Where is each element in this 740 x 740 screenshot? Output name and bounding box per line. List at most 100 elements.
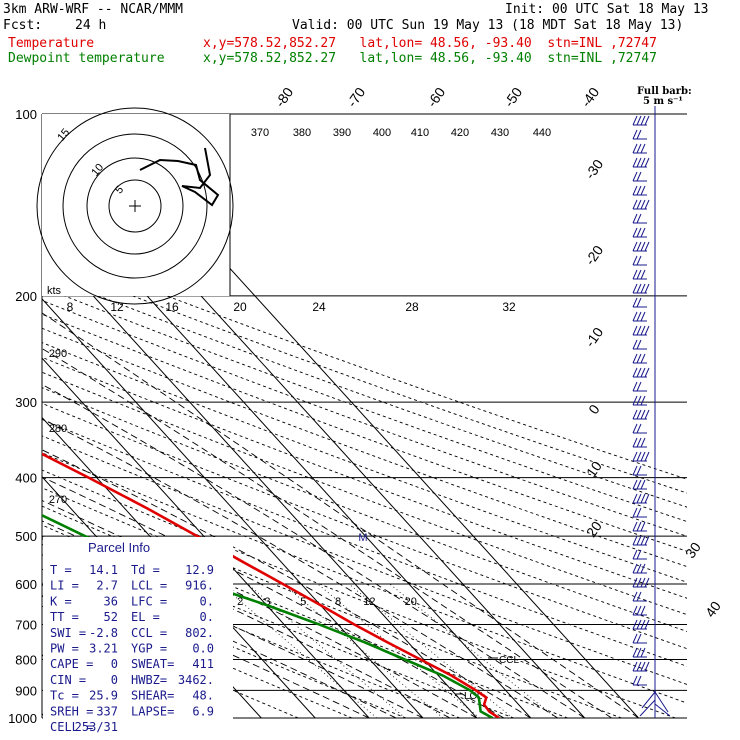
- model-title: 3km ARW-WRF -- NCAR/MMM: [3, 2, 184, 17]
- parcel-info-cell: PW =: [50, 642, 79, 656]
- parcel-info-cell: 0.: [200, 594, 214, 608]
- wind-barb: [632, 339, 647, 350]
- wind-barb: [632, 493, 650, 504]
- wind-barb: [632, 367, 650, 378]
- wind-barb: [632, 381, 647, 392]
- wind-barb: [632, 185, 647, 196]
- pressure-label-600: 600: [15, 577, 37, 592]
- pressure-label-200: 200: [15, 289, 37, 304]
- parcel-info-cell: HWBZ=: [131, 673, 167, 687]
- pressure-label-300: 300: [15, 395, 37, 410]
- isotherm-label: -40: [578, 84, 603, 110]
- wind-barb: [632, 255, 647, 266]
- wind-barb: [632, 507, 647, 518]
- hodograph-axis-label: 24: [312, 300, 326, 314]
- wind-barb: [632, 241, 650, 252]
- theta-top-label: 390: [333, 127, 351, 139]
- mixing-ratio-lines: [220, 583, 557, 718]
- parcel-info-cell: LFC =: [131, 594, 167, 608]
- theta-top-label: 370: [251, 127, 269, 139]
- parcel-info-cell: LAPSE=: [131, 704, 174, 718]
- parcel-info-cell: 3462.: [178, 673, 214, 687]
- mixing-ratio-label: 20: [405, 596, 417, 608]
- hodograph-axis-label: 12: [110, 300, 124, 314]
- forecast-hours: 24 h: [75, 18, 107, 33]
- isotherm-label: -10: [582, 324, 607, 350]
- wind-barb: [632, 213, 647, 224]
- hodograph-axis-label: 32: [502, 300, 516, 314]
- wind-barb: [632, 451, 650, 462]
- isotherm-label: 0: [585, 401, 603, 417]
- wind-barb: [632, 661, 650, 672]
- mixing-ratio-line: [283, 583, 444, 718]
- mixing-ratio-label: 2: [237, 596, 243, 608]
- pressure-label-500: 500: [15, 529, 37, 544]
- hodograph-ring: [62, 133, 208, 279]
- parcel-info-cell: CIN =: [50, 673, 86, 687]
- wind-barb: [632, 605, 647, 616]
- parcel-box-background: [43, 537, 233, 719]
- parcel-info-cell: 916.: [185, 579, 214, 593]
- pressure-labels: 100 200 300 400 500 600 700 800 900 1000: [8, 107, 37, 726]
- annotation-m: M: [358, 532, 367, 544]
- wind-barb: [632, 157, 650, 168]
- parcel-info-cell: 0: [111, 657, 118, 671]
- parcel-info-cell: 14.1: [89, 563, 118, 577]
- wind-barb: [632, 479, 647, 490]
- moist-adiabat: [42, 347, 612, 718]
- parcel-info-cell: 6.9: [192, 704, 214, 718]
- parcel-info-cell: 0: [111, 673, 118, 687]
- annotation-ccl: CCL: [499, 655, 519, 666]
- temperature-legend-label: Temperature: [8, 36, 95, 51]
- low-level-barbs: [639, 691, 671, 717]
- parcel-info-cell: 2.7: [96, 579, 118, 593]
- pressure-label-1000: 1000: [8, 711, 37, 726]
- isotherm-label: -60: [424, 84, 449, 110]
- dewpoint-location: x,y=578.52,852.27 lat,lon= 48.56, -93.40…: [203, 51, 657, 66]
- pressure-label-800: 800: [15, 652, 37, 667]
- parcel-info-cell: 3.21: [89, 642, 118, 656]
- wind-barb: [632, 283, 650, 294]
- wind-barb: [632, 143, 647, 154]
- parcel-info-cell: 253/31: [75, 720, 118, 734]
- wind-barb: [632, 591, 647, 602]
- parcel-info-cell: 0.: [200, 610, 214, 624]
- wind-barb: [632, 619, 650, 630]
- hodograph-background: [42, 114, 230, 296]
- parcel-info-cell: LCL =: [131, 579, 167, 593]
- mixing-ratio-label: 8: [335, 596, 341, 608]
- wind-barb: [632, 115, 650, 126]
- parcel-info-cell: Tc =: [50, 689, 79, 703]
- parcel-info-cell: 36: [104, 594, 118, 608]
- hodograph-axis-label: 28: [405, 300, 419, 314]
- mixing-ratio-line: [247, 583, 406, 718]
- isotherm-label: -30: [582, 156, 607, 182]
- temperature-profile: [42, 452, 500, 718]
- theta-top-label: 400: [373, 127, 391, 139]
- mixing-ratio-label: 5: [300, 596, 306, 608]
- wind-barb: [632, 269, 647, 280]
- wind-barb: [632, 563, 647, 574]
- hodograph-ring: [108, 179, 162, 233]
- parcel-info-cell: LI =: [50, 579, 79, 593]
- wind-barb: [632, 675, 647, 686]
- wind-barb: [632, 353, 647, 364]
- wind-barb: [632, 297, 647, 308]
- parcel-info-cell: 0.0: [192, 642, 214, 656]
- theta-top-label: 410: [411, 127, 429, 139]
- forecast-label: Fcst:: [3, 18, 43, 33]
- dry-adiabat: [42, 286, 687, 523]
- parcel-info-cell: 25.9: [89, 689, 118, 703]
- hodograph-units: kts: [47, 285, 62, 297]
- isotherm-label: 20: [583, 518, 605, 540]
- wind-barb: [632, 395, 647, 406]
- wind-barb: [632, 549, 647, 560]
- theta-top-label: 380: [293, 127, 311, 139]
- mixing-ratio-label: 3: [264, 596, 270, 608]
- isotherm-label: -50: [501, 84, 526, 110]
- wind-barb: [632, 409, 650, 420]
- isotherm-label: -80: [272, 84, 297, 110]
- isotherm-label: 40: [702, 598, 724, 620]
